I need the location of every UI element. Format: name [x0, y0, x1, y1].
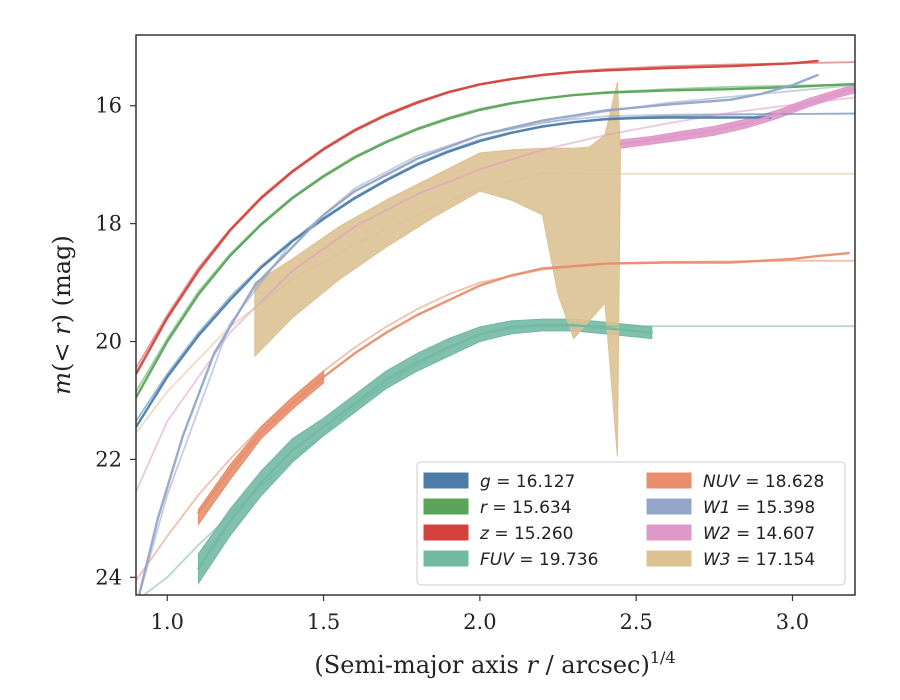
legend: g = 16.127 r = 15.634 z = 15.260 FUV = 19.7… [416, 461, 846, 586]
x-axis-title-post: / arcsec) [538, 651, 650, 679]
series-w2-data-line [619, 86, 855, 146]
legend-label: g = 16.127 [480, 472, 575, 492]
series-w1-data-line [137, 73, 819, 595]
legend-item-w3: W3 = 17.154 [646, 550, 815, 570]
legend-item-z: z = 15.260 [423, 524, 573, 544]
legend-swatch [423, 498, 469, 515]
x-axis-ticks: 1.0 1.5 2.0 2.5 3.0 [151, 595, 809, 634]
series-r-data-line [136, 82, 855, 399]
legend-swatch [646, 498, 692, 515]
series-g-data-line [136, 116, 772, 429]
legend-label: W3 = 17.154 [703, 550, 815, 570]
legend-item-w1: W1 = 15.398 [646, 498, 815, 518]
legend-swatch [646, 472, 692, 489]
x-axis-title-var: r [526, 651, 539, 679]
series-fuv-data-line [197, 323, 653, 570]
legend-swatch [646, 550, 692, 567]
x-tick-label: 1.0 [151, 610, 184, 634]
legend-item-w2: W2 = 14.607 [646, 524, 815, 544]
legend-label: z = 15.260 [479, 524, 573, 544]
x-axis-title: (Semi-major axis r / arcsec)1/4 [314, 648, 675, 679]
legend-label: W1 = 15.398 [703, 498, 815, 518]
x-tick-label: 2.5 [619, 610, 652, 634]
y-axis-title-var: < r [48, 322, 76, 363]
y-axis-ticks: 16 18 20 22 24 [95, 94, 136, 589]
legend-item-nuv: NUV = 18.628 [646, 472, 824, 492]
legend-swatch [423, 550, 469, 567]
x-tick-label: 1.5 [307, 610, 340, 634]
legend-swatch [423, 524, 469, 541]
x-axis-title-pre: (Semi-major axis [314, 651, 526, 679]
legend-swatch [423, 472, 469, 489]
y-tick-label: 18 [95, 212, 122, 236]
y-tick-label: 22 [95, 447, 122, 471]
series-z-data-line [136, 59, 819, 376]
x-axis-title-exponent: 1/4 [650, 648, 676, 667]
legend-label: FUV = 19.736 [480, 550, 598, 570]
legend-items: g = 16.127 r = 15.634 z = 15.260 FUV = 19.7… [423, 472, 824, 570]
y-tick-label: 20 [95, 330, 122, 354]
legend-label: r = 15.634 [480, 498, 572, 518]
y-tick-label: 24 [95, 565, 122, 589]
x-tick-label: 3.0 [776, 610, 809, 634]
y-tick-label: 16 [95, 94, 122, 118]
y-axis-title-post: ) (mag) [48, 235, 76, 323]
series-nuv-data-line [197, 251, 850, 514]
x-tick-label: 2.0 [463, 610, 496, 634]
plot-frame [135, 34, 856, 596]
legend-item-fuv: FUV = 19.736 [423, 550, 598, 570]
legend-label: W2 = 14.607 [703, 524, 815, 544]
y-axis-title-paren: ( [48, 363, 76, 372]
legend-item-g: g = 16.127 [423, 472, 575, 492]
series-fuv-model-line [142, 325, 855, 595]
legend-label: NUV = 18.628 [703, 472, 824, 492]
legend-swatch [646, 524, 692, 541]
series-w2-model-line [136, 96, 855, 493]
series-w1-model-outer-line [479, 84, 855, 137]
legend-item-r: r = 15.634 [423, 498, 572, 518]
y-axis-title-m: m [48, 372, 76, 395]
series-w2-band [620, 83, 855, 149]
legend-box [416, 461, 846, 586]
series-lines [136, 59, 855, 595]
y-axis-title: m(< r) (mag) [48, 235, 76, 395]
